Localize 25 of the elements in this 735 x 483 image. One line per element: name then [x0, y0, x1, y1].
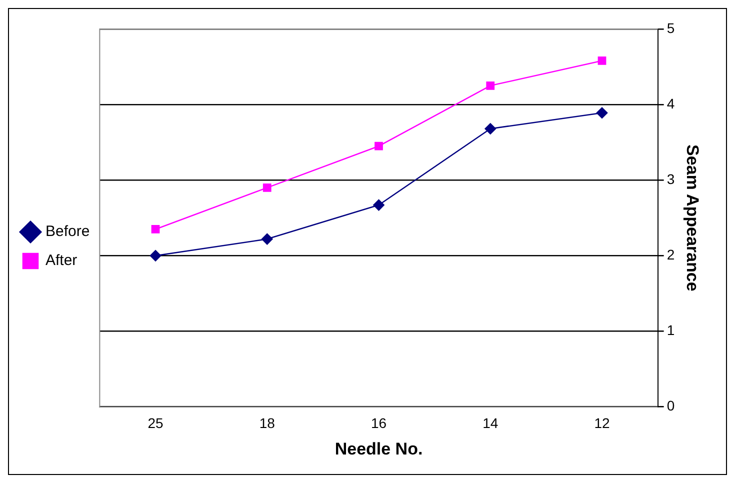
y-tick-label: 4: [666, 95, 675, 112]
x-tick-label: 14: [482, 415, 498, 432]
y-tick-label: 2: [666, 246, 675, 263]
point: [261, 233, 273, 245]
point: [486, 81, 495, 90]
point: [151, 225, 160, 234]
y-tick-label: 1: [666, 322, 675, 338]
point: [484, 123, 496, 134]
point: [596, 107, 608, 119]
x-tick-label: 25: [148, 415, 164, 432]
x-tick-label: 18: [259, 415, 276, 432]
point: [373, 199, 384, 211]
point: [374, 142, 383, 150]
legend-label: Before: [46, 223, 90, 240]
point: [150, 250, 162, 262]
y-tick-label: 3: [666, 170, 675, 187]
y-axis-title: Seam Appearance: [683, 144, 702, 292]
x-axis-title: Needle No.: [334, 439, 423, 458]
point: [598, 56, 606, 65]
y-tick-label: 0: [666, 398, 675, 414]
y-tick-label: 5: [666, 20, 675, 36]
x-tick-label: 16: [370, 415, 387, 432]
legend-label: After: [46, 252, 78, 270]
x-tick-label: 12: [594, 415, 610, 432]
point: [262, 183, 272, 192]
